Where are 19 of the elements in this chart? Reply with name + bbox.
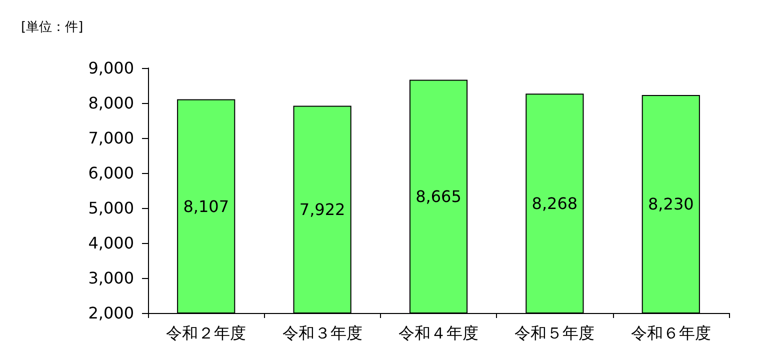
y-axis-title: [単位：件] [21,20,84,35]
y-tick-label: 5,000 [88,198,134,218]
x-tick-label: 令和３年度 [282,324,362,342]
data-label: 8,230 [648,194,694,214]
x-tick-label: 令和５年度 [514,324,595,342]
data-label: 8,107 [183,196,230,216]
y-tick-label: 3,000 [88,268,134,288]
y-tick-label: 2,000 [88,304,134,322]
data-label: 7,922 [299,200,346,220]
y-tick-label: 9,000 [88,58,134,78]
x-tick-label: 令和６年度 [630,324,711,342]
data-label: 8,665 [416,187,462,206]
y-tick-label: 6,000 [88,164,134,182]
data-label: 8,268 [532,194,578,214]
y-tick-label: 4,000 [88,234,134,252]
y-tick-label: 7,000 [88,128,134,148]
y-tick-label: 8,000 [88,94,134,112]
x-tick-label: 令和２年度 [166,324,246,342]
x-tick-label: 令和４年度 [398,324,478,342]
